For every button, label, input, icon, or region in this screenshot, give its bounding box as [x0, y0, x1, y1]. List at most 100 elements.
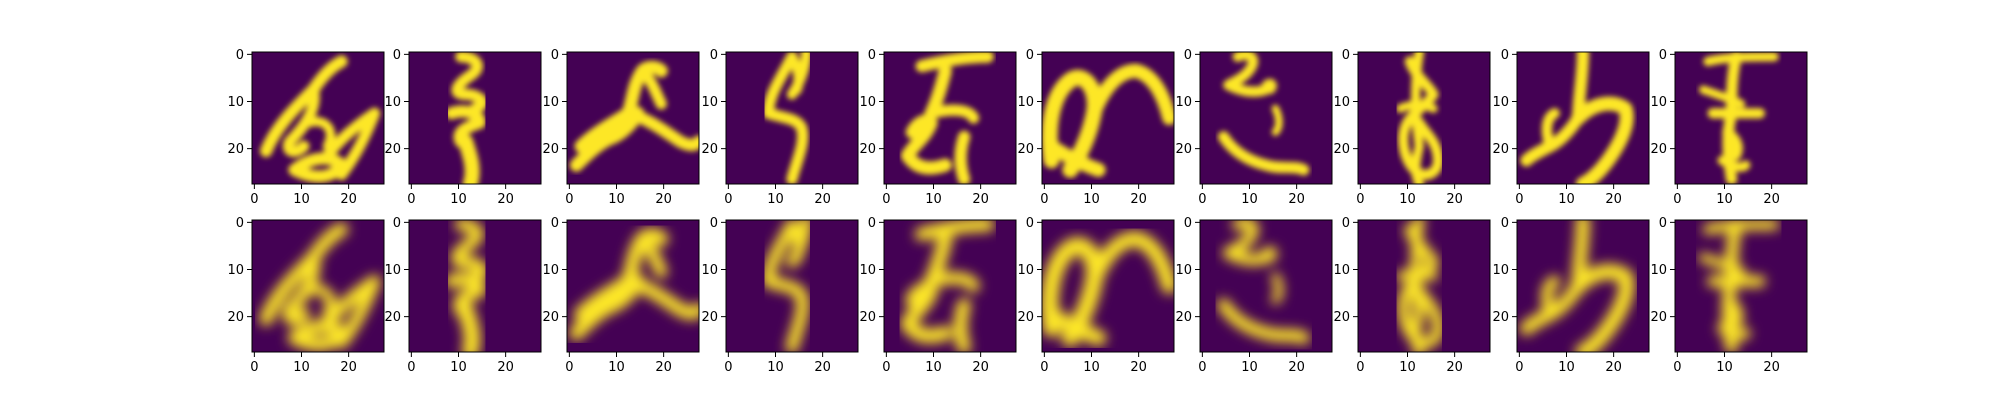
handwritten-character-7-strokes [1217, 52, 1310, 176]
x-tick-label: 10 [1241, 360, 1258, 375]
handwritten-character-10-strokes [1698, 220, 1780, 352]
x-tick-label: 10 [1399, 360, 1416, 375]
glyph-stroke [1520, 52, 1590, 167]
handwritten-character-9-strokes [1519, 220, 1635, 352]
glyph-stroke [1570, 263, 1635, 352]
glyph-stroke [445, 105, 486, 148]
x-tick-label: 0 [1673, 192, 1681, 207]
y-tick-label: 10 [1333, 263, 1350, 278]
x-tick-label: 20 [340, 192, 357, 207]
glyph-stroke [925, 104, 980, 124]
x-tick-label: 10 [1241, 192, 1258, 207]
panel-frame [1357, 219, 1491, 353]
x-tick-label: 20 [1288, 360, 1305, 375]
original-panel-10: 0 10 20 0 10 20 [1650, 48, 1808, 207]
glyph-stroke [636, 65, 667, 110]
panel-frame [1357, 51, 1491, 185]
x-tick-label: 20 [1605, 360, 1622, 375]
image-background [1042, 52, 1174, 184]
glyph-stroke [762, 52, 809, 184]
y-tick-label: 0 [1659, 48, 1667, 63]
handwritten-character-10-strokes [1699, 52, 1779, 184]
y-tick-label: 10 [701, 95, 718, 110]
glyph-stroke [450, 220, 489, 283]
glyph-stroke [762, 220, 809, 352]
glyph-stroke [1261, 246, 1278, 263]
x-tick-label: 0 [407, 192, 415, 207]
panel-frame [883, 219, 1017, 353]
y-tick-label: 20 [701, 142, 718, 157]
y-tick-label: 20 [1333, 142, 1350, 157]
glyph-stroke [1722, 127, 1743, 161]
reconstruction-panel-7: 0 10 20 0 10 20 [1175, 216, 1333, 375]
panel-frame [566, 51, 700, 185]
glyph-stroke [1716, 323, 1751, 341]
y-tick-label: 0 [1026, 216, 1034, 231]
reconstruction-panel-10: 0 10 20 0 10 20 [1650, 216, 1808, 375]
panel-frame [725, 219, 859, 353]
x-tick-label: 0 [1515, 192, 1523, 207]
handwritten-character-5-strokes [900, 52, 994, 184]
glyph-stroke [1217, 131, 1310, 176]
glyph-stroke [1043, 306, 1107, 346]
glyph-stroke [953, 298, 971, 352]
glyph-stroke [569, 274, 645, 341]
reconstruction-panel-4: 0 10 20 0 10 20 [701, 216, 859, 375]
glyph-stroke [915, 52, 994, 73]
x-tick-label: 20 [655, 360, 672, 375]
x-tick-label: 20 [655, 192, 672, 207]
panel-frame [1041, 51, 1175, 185]
handwritten-character-4-strokes [762, 52, 812, 184]
glyph-stroke [282, 84, 320, 158]
glyph-stroke [1519, 220, 1590, 336]
panel-frame [251, 219, 385, 353]
x-tick-label: 10 [767, 360, 784, 375]
x-tick-label: 0 [1356, 192, 1364, 207]
glyph-stroke [1042, 237, 1104, 347]
y-tick-label: 0 [1184, 216, 1192, 231]
x-tick-label: 20 [1130, 192, 1147, 207]
handwritten-character-3-strokes [569, 60, 699, 172]
y-tick-label: 20 [1650, 142, 1667, 157]
glyph-stroke [1717, 155, 1751, 172]
x-tick-label: 0 [565, 360, 573, 375]
glyph-stroke [636, 232, 668, 279]
y-tick-label: 10 [384, 263, 401, 278]
y-tick-label: 20 [859, 310, 876, 325]
glyph-stroke [574, 60, 668, 153]
glyph-stroke [282, 251, 321, 326]
glyph-stroke [1396, 100, 1438, 113]
handwritten-character-8-strokes [1396, 52, 1444, 184]
y-tick-label: 0 [710, 216, 718, 231]
y-tick-label: 20 [1333, 310, 1350, 325]
glyph-stroke [1698, 253, 1746, 277]
reconstruction-panel-1: 0 10 20 0 10 20 [227, 216, 385, 375]
panel-frame [725, 51, 859, 185]
handwritten-character-2-strokes [445, 52, 488, 184]
glyph-stroke [1261, 78, 1277, 94]
x-tick-label: 10 [293, 360, 310, 375]
panel-frame [1674, 219, 1808, 353]
x-tick-label: 0 [882, 360, 890, 375]
original-panel-7: 0 10 20 0 10 20 [1175, 48, 1333, 207]
glyph-stroke [1271, 272, 1284, 305]
y-tick-label: 0 [1184, 48, 1192, 63]
x-tick-label: 20 [1446, 192, 1463, 207]
original-panel-2: 0 10 20 0 10 20 [384, 48, 542, 207]
glyph-stroke [786, 52, 812, 100]
panel-frame [566, 219, 700, 353]
y-tick-label: 10 [542, 263, 559, 278]
glyph-stroke [1086, 231, 1174, 294]
x-tick-label: 0 [882, 192, 890, 207]
x-tick-label: 20 [497, 360, 514, 375]
original-panel-1: 0 10 20 0 10 20 [227, 48, 385, 207]
glyph-stroke [569, 106, 645, 172]
y-tick-label: 0 [1659, 216, 1667, 231]
reconstruction-panel-2: 0 10 20 0 10 20 [384, 216, 542, 375]
handwritten-character-3-strokes [569, 228, 699, 341]
x-tick-label: 10 [608, 360, 625, 375]
glyph-stroke [954, 130, 971, 184]
y-tick-label: 0 [1501, 48, 1509, 63]
y-tick-label: 10 [1175, 263, 1192, 278]
glyph-stroke [1541, 275, 1561, 320]
